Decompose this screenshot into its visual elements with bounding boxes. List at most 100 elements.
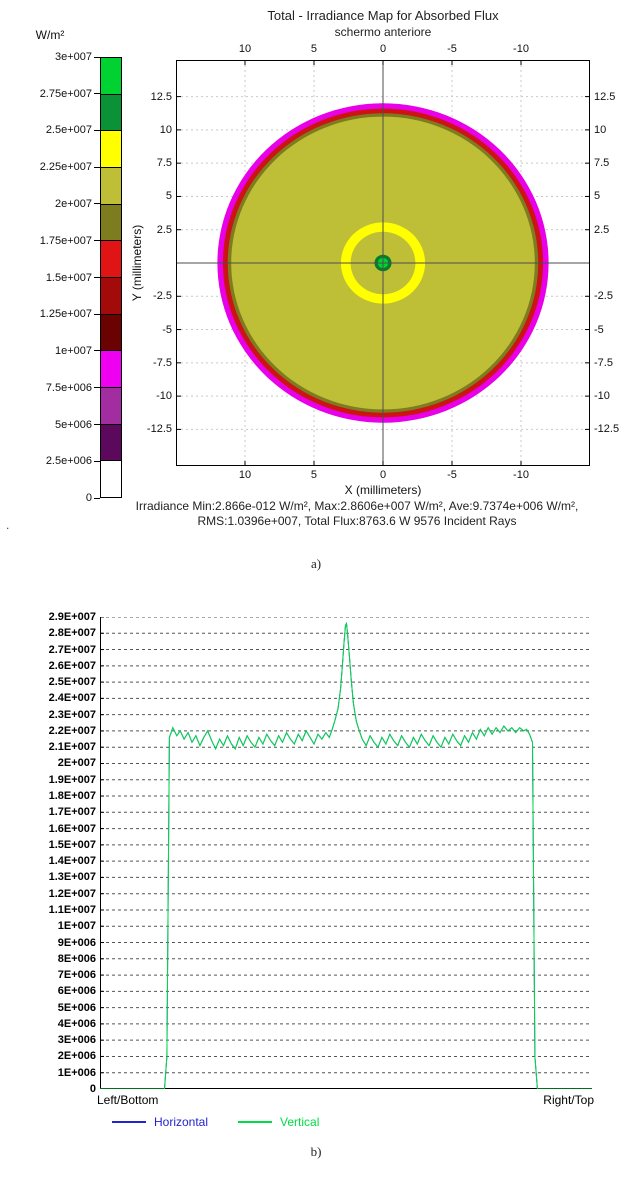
- map-y-tick-label: -2.5: [594, 290, 613, 303]
- profile-y-tick-label: 1.8E+007: [48, 790, 96, 803]
- map-y-tick-label: -5: [162, 323, 172, 336]
- colorbar-segment-1: [101, 93, 121, 131]
- map-x-tick-label: 10: [238, 43, 252, 55]
- colorbar-tick-label: 2e+007: [54, 197, 92, 210]
- profile-y-tick-label: 2.8E+007: [48, 627, 96, 640]
- map-x-tick-label: 5: [310, 43, 318, 55]
- profile-y-tick-label: 1.7E+007: [48, 806, 96, 819]
- colorbar-segment-5: [101, 240, 121, 278]
- profile-y-tick-label: 4E+006: [57, 1017, 96, 1030]
- profile-x-axis-left-label: Left/Bottom: [97, 1093, 159, 1107]
- colorbar-tick-label: 3e+007: [54, 51, 92, 63]
- colorbar-segment-8: [101, 350, 121, 388]
- legend-label: Vertical: [280, 1115, 320, 1129]
- legend-line-icon: [238, 1121, 273, 1123]
- colorbar-tick-label: 5e+006: [54, 418, 92, 431]
- map-y-tick-label: -10: [594, 390, 610, 403]
- profile-y-tick-label: 3E+006: [57, 1034, 96, 1047]
- colorbar-segment-6: [101, 277, 121, 314]
- colorbar-tick-label: 2.75e+007: [39, 87, 92, 100]
- colorbar-tick-mark: [94, 277, 100, 278]
- profile-x-axis-right-label: Right/Top: [543, 1093, 594, 1107]
- map-frame: [176, 60, 590, 466]
- map-title: Total - Irradiance Map for Absorbed Flux: [267, 8, 499, 23]
- profile-y-tick-label: 2.2E+007: [48, 724, 96, 737]
- map-y-tick-label: 10: [594, 123, 607, 136]
- colorbar-tick-label: 1e+007: [54, 344, 92, 357]
- profile-y-tick-label: 2E+006: [57, 1050, 96, 1063]
- map-y-tick-label: 5: [165, 190, 172, 203]
- map-y-axis-right-ticks: 12.5 10 7.5 5 2.5 -2.5 -5 -7.5 -10 -12.5: [594, 60, 632, 466]
- map-y-tick-label: 7.5: [594, 157, 610, 170]
- profile-y-tick-label: 2.5E+007: [48, 676, 96, 689]
- map-y-tick-label: 7.5: [156, 157, 172, 170]
- colorbar-tick-mark: [94, 240, 100, 242]
- map-y-tick-label: 12.5: [594, 90, 616, 103]
- profile-y-tick-label: 8E+006: [57, 952, 96, 965]
- profile-y-tick-label: 9E+006: [57, 936, 96, 949]
- profile-y-tick-label: 1.9E+007: [48, 773, 96, 786]
- profile-y-tick-label: 1E+006: [57, 1066, 96, 1079]
- colorbar-segment-3: [101, 167, 121, 204]
- colorbar-tick-label: 1.75e+007: [39, 234, 92, 247]
- map-x-tick-label: 10: [238, 469, 252, 481]
- flux-profile-svg: [100, 616, 592, 1090]
- profile-y-tick-label: 1.2E+007: [48, 887, 96, 900]
- map-y-axis-label: Y (millimeters): [130, 224, 144, 302]
- map-x-axis-bottom-ticks: 10 5 0 -5 -10: [176, 469, 590, 482]
- colorbar-unit-label: W/m²: [35, 28, 65, 42]
- colorbar-tick-label: 2.5e+006: [45, 455, 92, 468]
- colorbar-tick-labels: 3e+007 2.75e+007 2.5e+007 2.25e+007 2e+007 1.…: [14, 51, 92, 504]
- profile-y-tick-label: 2.1E+007: [48, 741, 96, 754]
- profile-y-tick-label: 1.5E+007: [48, 838, 96, 851]
- map-x-tick-label: 0: [379, 469, 387, 481]
- map-stats-line1: Irradiance Min:2.866e-012 W/m², Max:2.86…: [135, 499, 579, 513]
- profile-y-tick-label: 5E+006: [57, 1001, 96, 1014]
- map-y-tick-label: 2.5: [594, 223, 610, 236]
- profile-y-tick-label: 2.3E+007: [48, 708, 96, 721]
- map-subtitle: schermo anteriore: [334, 25, 432, 39]
- colorbar-tick-label: 1.25e+007: [39, 308, 92, 321]
- colorbar-segment-2: [101, 130, 121, 168]
- irradiance-map-plot: [176, 60, 590, 466]
- colorbar-tick-label: 7.5e+006: [45, 381, 92, 394]
- colorbar: [100, 57, 122, 498]
- map-y-tick-label: 12.5: [150, 90, 172, 103]
- map-x-axis-top-ticks: 10 5 0 -5 -10: [176, 43, 590, 56]
- map-y-tick-label: -7.5: [594, 356, 613, 369]
- map-y-tick-label: -10: [156, 390, 172, 403]
- legend-line-icon: [112, 1121, 146, 1123]
- colorbar-tick-mark: [94, 93, 100, 95]
- profile-y-tick-label: 1E+007: [57, 920, 96, 933]
- profile-y-tick-label: 1.6E+007: [48, 822, 96, 835]
- colorbar-segment-10: [101, 423, 121, 461]
- map-y-tick-label: 2.5: [156, 223, 172, 236]
- map-x-tick-label: -10: [513, 43, 529, 55]
- map-x-tick-label: -10: [513, 469, 529, 481]
- profile-y-tick-label: 0: [89, 1083, 96, 1095]
- colorbar-tick-mark: [94, 350, 100, 352]
- profile-y-tick-label: 2.4E+007: [48, 692, 96, 705]
- map-x-tick-label: -5: [447, 469, 457, 481]
- profile-y-axis-tick-labels: 2.9E+007 2.8E+007 2.7E+007 2.6E+007 2.5E+007…: [0, 611, 96, 1095]
- profile-legend: Horizontal Vertical: [112, 1115, 349, 1129]
- profile-y-tick-label: 7E+006: [57, 969, 96, 982]
- map-x-tick-label: 0: [379, 43, 387, 55]
- caption-b: b): [310, 1144, 322, 1159]
- caption-a: a): [310, 556, 322, 571]
- colorbar-segment-9: [101, 387, 121, 424]
- map-x-tick-label: 5: [310, 469, 318, 481]
- map-y-tick-label: 5: [594, 190, 601, 203]
- map-y-tick-label: -7.5: [153, 356, 172, 369]
- map-x-axis-label: X (millimeters): [344, 483, 422, 497]
- colorbar-tick-label: 2.5e+007: [45, 124, 92, 137]
- irradiance-map-svg: [176, 60, 590, 466]
- legend-item-vertical: Vertical: [238, 1115, 319, 1129]
- profile-y-tick-label: 1.1E+007: [48, 903, 96, 916]
- colorbar-tick-label: 1.5e+007: [45, 271, 92, 284]
- colorbar-tick-mark: [94, 313, 100, 315]
- profile-y-tick-label: 1.4E+007: [48, 855, 96, 868]
- stray-mark: .: [6, 518, 10, 532]
- colorbar-tick-mark: [94, 129, 100, 131]
- map-y-tick-label: -2.5: [153, 290, 172, 303]
